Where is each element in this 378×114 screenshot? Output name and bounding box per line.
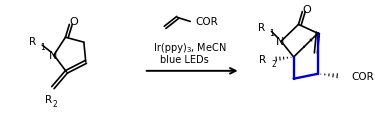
Text: 2: 2 — [272, 60, 277, 69]
Text: R: R — [45, 95, 52, 105]
Text: 2: 2 — [53, 99, 57, 108]
Text: 1: 1 — [40, 42, 45, 51]
Text: N: N — [276, 37, 284, 47]
Text: Ir(ppy): Ir(ppy) — [153, 43, 186, 53]
Text: O: O — [70, 17, 79, 27]
Text: $_3$, MeCN: $_3$, MeCN — [186, 41, 227, 54]
Text: 1: 1 — [269, 28, 274, 38]
Text: R: R — [259, 54, 266, 64]
Text: O: O — [303, 5, 311, 14]
Text: R: R — [29, 37, 36, 47]
Text: COR: COR — [195, 17, 218, 27]
Text: blue LEDs: blue LEDs — [160, 54, 209, 64]
Text: COR: COR — [352, 71, 375, 81]
Text: N: N — [49, 51, 57, 61]
Text: R: R — [259, 23, 266, 33]
